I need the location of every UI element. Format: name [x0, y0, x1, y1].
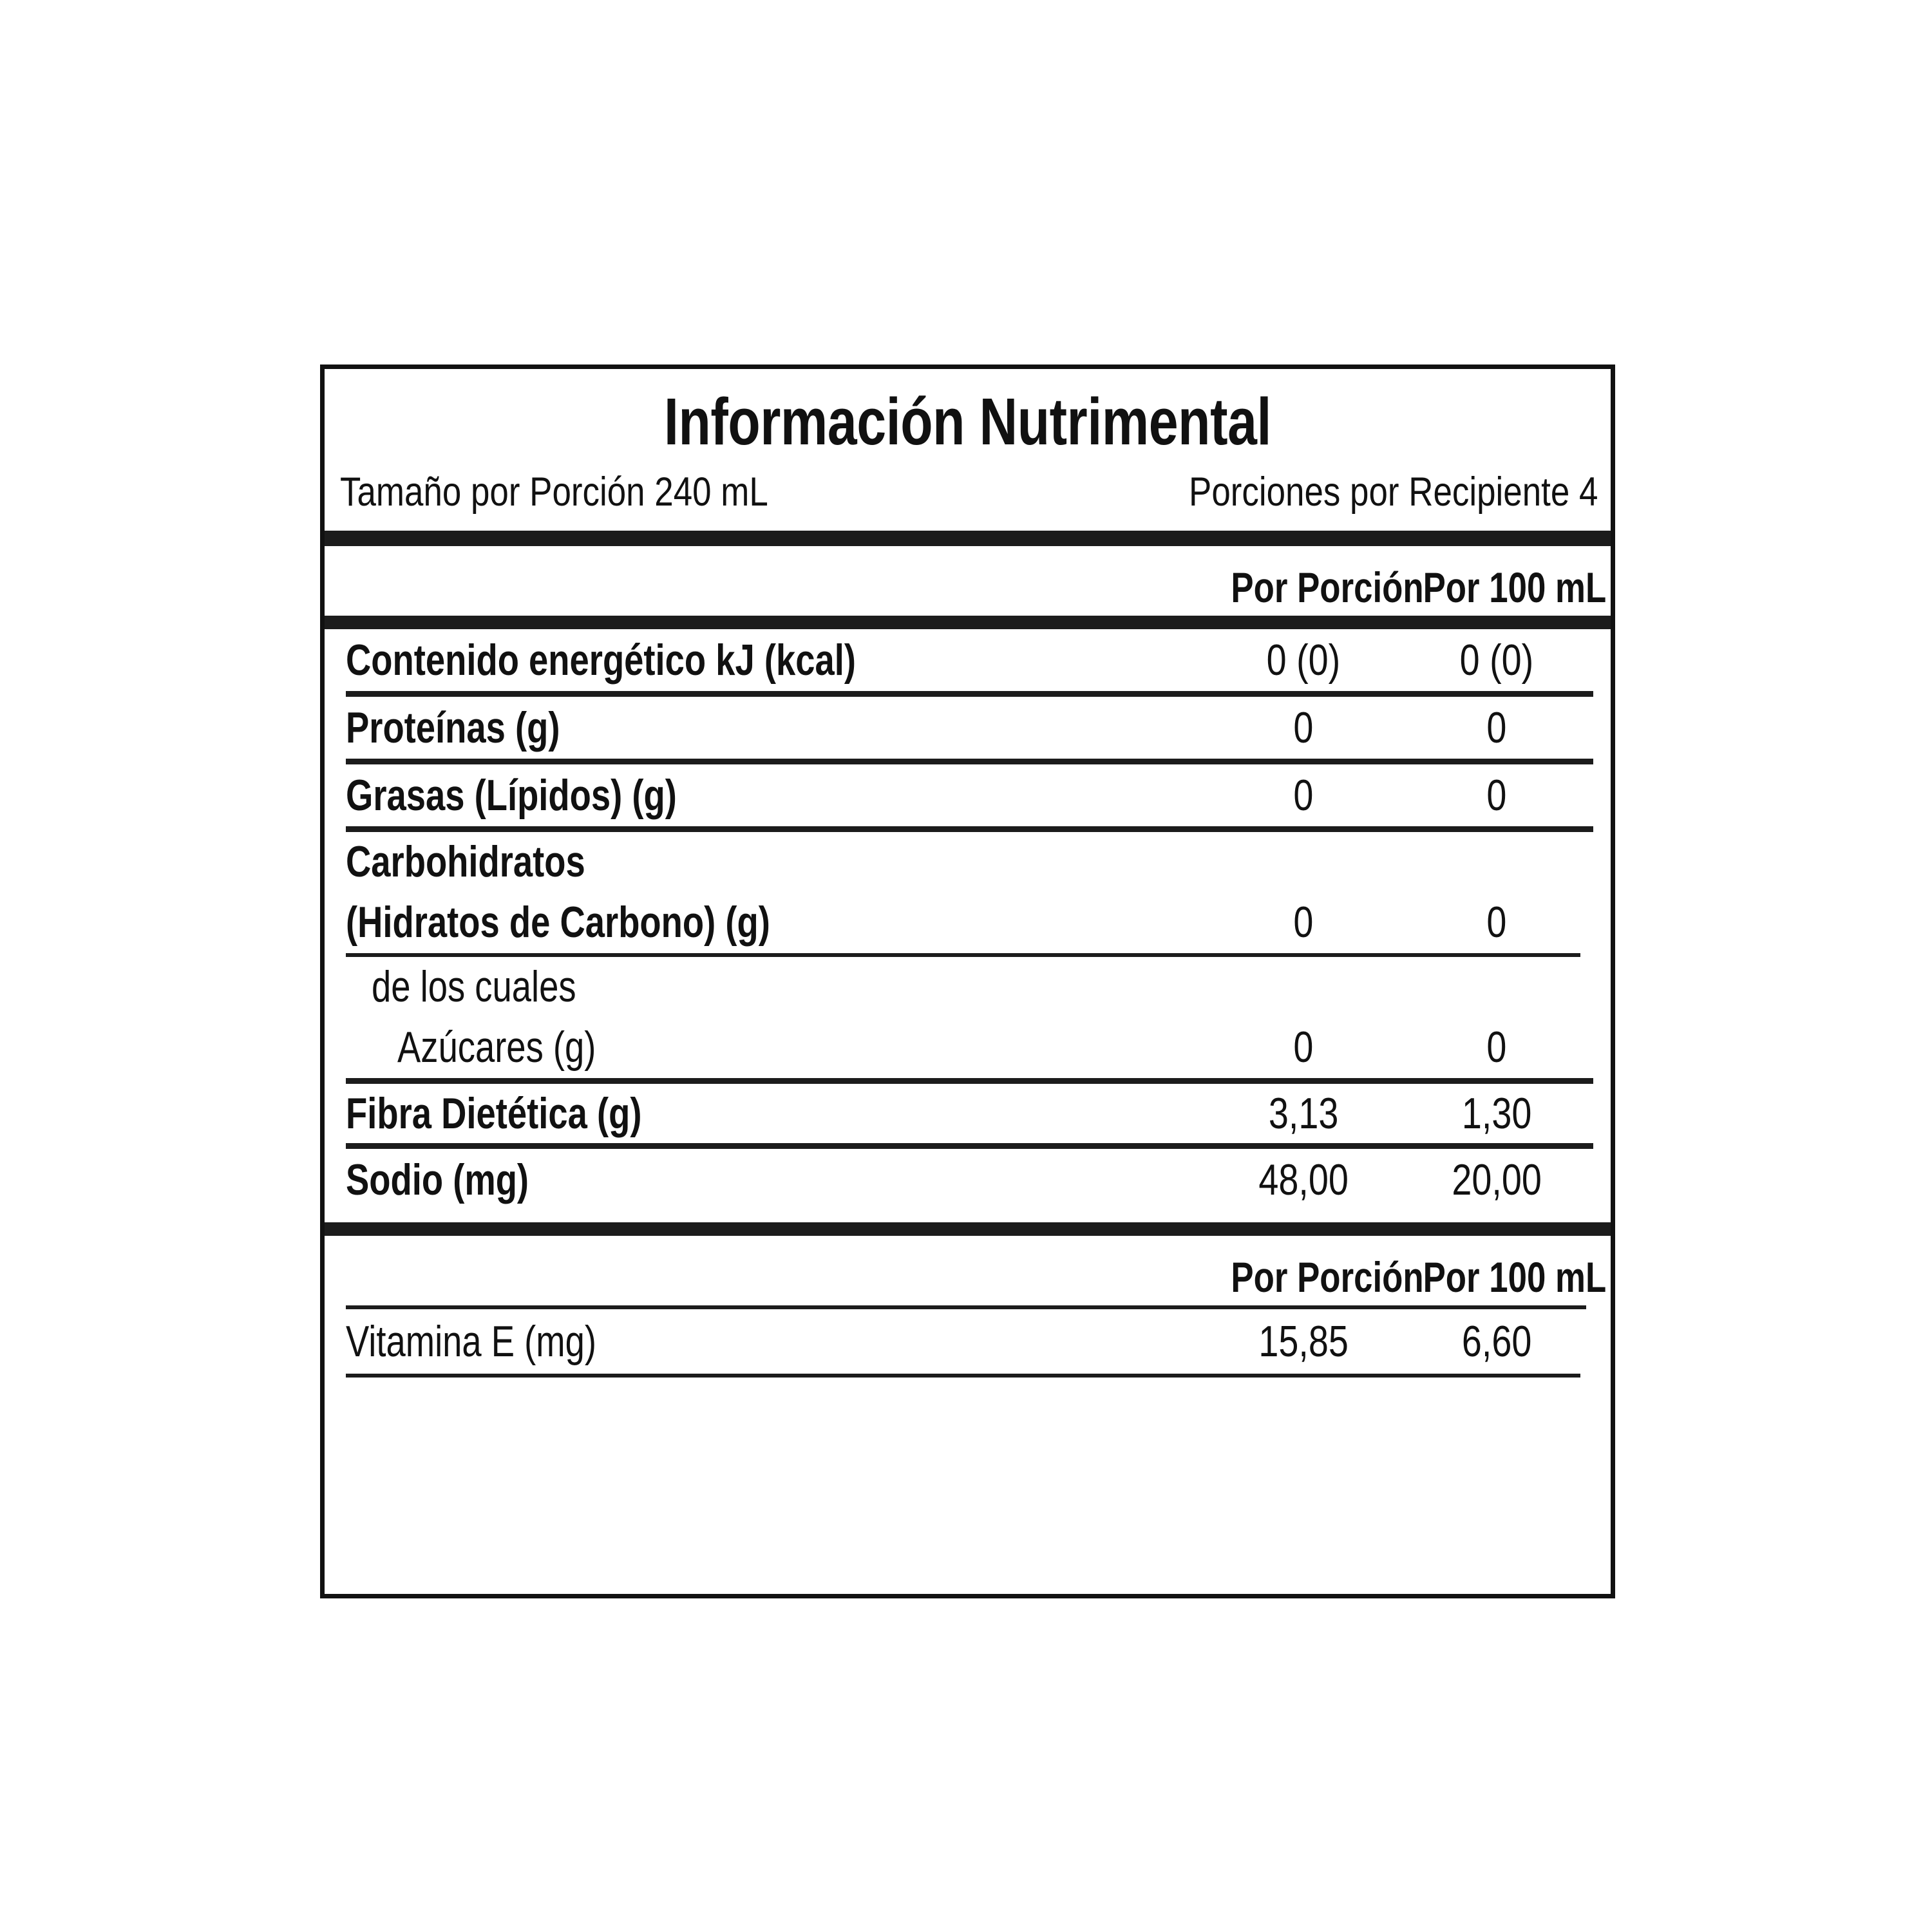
nutrient-value-of-which-per-serving-blank	[1207, 961, 1400, 1012]
nutrient-value-fat-per-serving: 0	[1293, 771, 1314, 820]
nutrient-label-protein: Proteínas (g)	[346, 703, 560, 752]
row-divider	[346, 1305, 1586, 1309]
row-divider-bottom	[346, 1374, 1580, 1378]
table-row: Proteínas (g) 0 0	[325, 697, 1611, 759]
nutrient-value-sugars-per-serving: 0	[1293, 1023, 1314, 1072]
nutrient-label-carbohydrates: Carbohidratos	[346, 837, 585, 886]
table-row: Contenido energético kJ (kcal) 0 (0) 0 (…	[325, 629, 1611, 691]
nutrient-value-sugars-per-100ml: 0	[1486, 1023, 1507, 1072]
row-divider	[346, 759, 1593, 764]
nutrient-label-fat: Grasas (Lípidos) (g)	[346, 771, 677, 820]
row-divider	[346, 691, 1593, 697]
serving-info-row: Tamaño por Porción 240 mL Porciones por …	[325, 455, 1611, 515]
column-header-per-100ml: Por 100 mL	[1423, 564, 1607, 611]
nutrient-label-energy: Contenido energético kJ (kcal)	[346, 636, 856, 685]
nutrient-value-carbohydrates-per-100ml-blank	[1400, 837, 1593, 887]
thick-divider-header	[325, 616, 1611, 629]
nutrient-value-carbohydrates-per-serving-blank	[1207, 837, 1400, 887]
nutrition-facts-panel: Información Nutrimental Tamaño por Porci…	[320, 365, 1615, 1598]
column-header-per-serving: Por Porción	[1231, 564, 1424, 611]
nutrient-label-sodium: Sodio (mg)	[346, 1155, 529, 1204]
vitamin-value-vitamin-e-per-serving: 15,85	[1258, 1317, 1349, 1366]
nutrient-value-sodium-per-serving: 48,00	[1258, 1155, 1349, 1204]
nutrient-value-fiber-per-serving: 3,13	[1268, 1089, 1339, 1138]
table-row: Azúcares (g) 0 0	[325, 1016, 1611, 1078]
nutrient-label-sugars: Azúcares (g)	[397, 1023, 596, 1072]
section-spacer	[325, 1211, 1611, 1222]
nutrient-value-protein-per-serving: 0	[1293, 703, 1314, 752]
thick-divider-top	[325, 531, 1611, 546]
table-row: de los cuales	[325, 957, 1611, 1016]
column-header-row-vitamins: Por Porción Por 100 mL	[325, 1236, 1611, 1305]
page-title: Información Nutrimental	[663, 384, 1272, 459]
vitamin-label-vitamin-e: Vitamina E (mg)	[346, 1317, 596, 1366]
nutrient-label-fiber: Fibra Dietética (g)	[346, 1089, 642, 1138]
table-row: Vitamina E (mg) 15,85 6,60	[325, 1309, 1611, 1374]
row-divider	[346, 953, 1580, 957]
table-row: Fibra Dietética (g) 3,13 1,30	[325, 1084, 1611, 1143]
column-header-row-main: Por Porción Por 100 mL	[325, 546, 1611, 616]
thick-divider-vitamins	[325, 1222, 1611, 1236]
nutrient-value-energy-per-serving: 0 (0)	[1266, 636, 1341, 685]
nutrient-value-carbohydrates-per-100ml: 0	[1486, 898, 1507, 947]
servings-per-container-text: Porciones por Recipiente 4	[1188, 469, 1598, 515]
vitamin-value-vitamin-e-per-100ml: 6,60	[1461, 1317, 1532, 1366]
nutrient-value-carbohydrates-per-serving: 0	[1293, 898, 1314, 947]
table-row: Grasas (Lípidos) (g) 0 0	[325, 764, 1611, 826]
table-row: (Hidratos de Carbono) (g) 0 0	[325, 891, 1611, 953]
nutrient-label-carbohydrates-alt: (Hidratos de Carbono) (g)	[346, 898, 770, 947]
row-divider	[346, 1143, 1593, 1149]
nutrient-value-fat-per-100ml: 0	[1486, 771, 1507, 820]
row-divider	[346, 826, 1593, 832]
vitamins-column-header-per-100ml: Por 100 mL	[1423, 1253, 1607, 1301]
nutrient-value-energy-per-100ml: 0 (0)	[1459, 636, 1534, 685]
nutrient-value-fiber-per-100ml: 1,30	[1461, 1089, 1532, 1138]
nutrient-value-sodium-per-100ml: 20,00	[1452, 1155, 1542, 1204]
nutrient-value-protein-per-100ml: 0	[1486, 703, 1507, 752]
table-row: Sodio (mg) 48,00 20,00	[325, 1149, 1611, 1211]
nutrient-value-of-which-per-100ml-blank	[1400, 961, 1593, 1012]
serving-size-text: Tamaño por Porción 240 mL	[340, 469, 768, 515]
vitamins-column-header-per-serving: Por Porción	[1231, 1253, 1424, 1301]
nutrient-label-of-which: de los cuales	[372, 962, 576, 1011]
table-row: Carbohidratos	[325, 832, 1611, 891]
row-divider	[346, 1078, 1593, 1084]
